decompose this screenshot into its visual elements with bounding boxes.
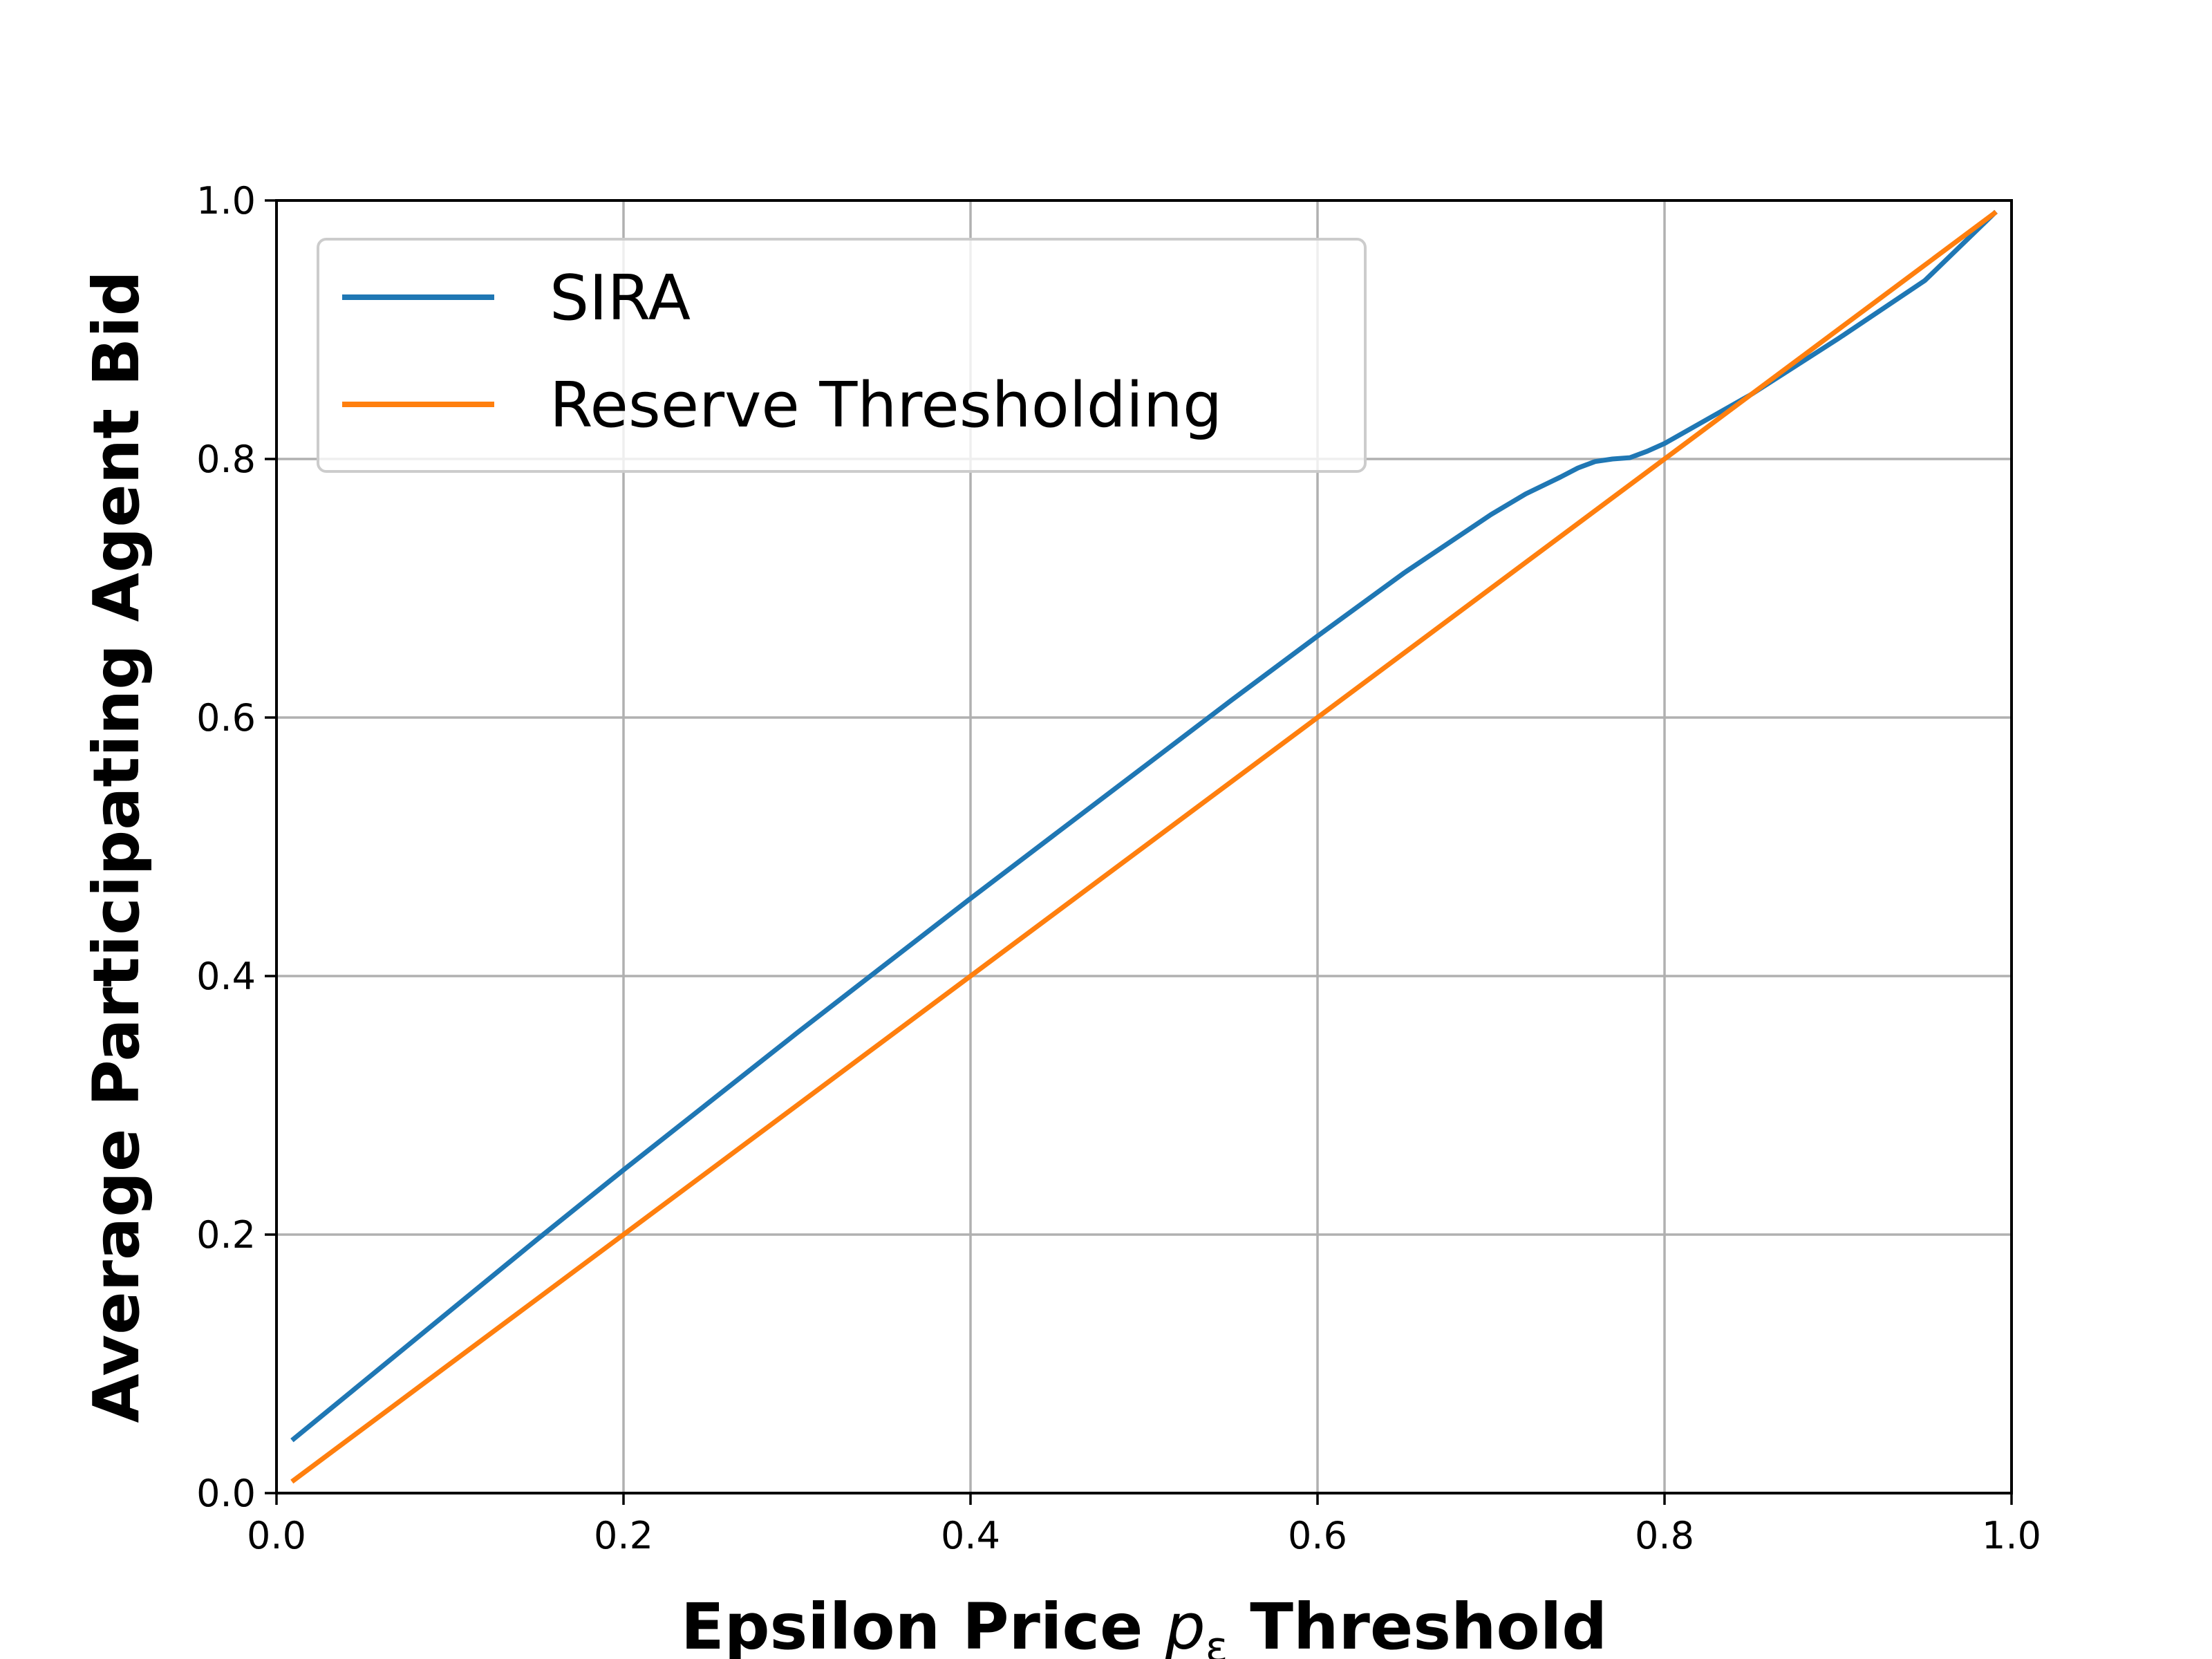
- x-tick-label: 0.8: [1635, 1514, 1694, 1557]
- axis-ticks: 0.0 0.2 0.4 0.6 0.8 1.0 0.0 0.2 0.4 0.6 0.8 1.0: [196, 179, 2041, 1557]
- x-tick-label: 0.0: [247, 1514, 306, 1557]
- y-tick-label: 0.8: [196, 438, 256, 481]
- series-line-reserve-thresholding: [290, 209, 1998, 1484]
- x-tick-label: 0.6: [1288, 1514, 1347, 1557]
- y-tick-label: 0.6: [196, 696, 256, 740]
- x-tick-label: 0.2: [594, 1514, 653, 1557]
- plot-frame: [275, 199, 2013, 1494]
- y-axis-label: Average Participating Agent Bid: [79, 270, 153, 1423]
- legend: SIRA Reserve Thresholding: [317, 238, 1367, 473]
- y-tick-label: 0.2: [196, 1213, 256, 1257]
- legend-box: [317, 238, 1367, 473]
- y-tick-label: 0.4: [196, 955, 256, 998]
- x-axis-label: Epsilon Price pε Threshold: [681, 1590, 1607, 1659]
- series-line-sira: [290, 209, 1998, 1443]
- legend-label-reserve-thresholding: Reserve Thresholding: [550, 369, 1222, 442]
- y-tick-label: 0.0: [196, 1472, 256, 1515]
- y-tick-label: 1.0: [196, 179, 256, 223]
- legend-label-sira: SIRA: [550, 262, 691, 335]
- x-tick-label: 0.4: [941, 1514, 1000, 1557]
- series-lines: [290, 209, 1998, 1484]
- x-tick-label: 1.0: [1982, 1514, 2041, 1557]
